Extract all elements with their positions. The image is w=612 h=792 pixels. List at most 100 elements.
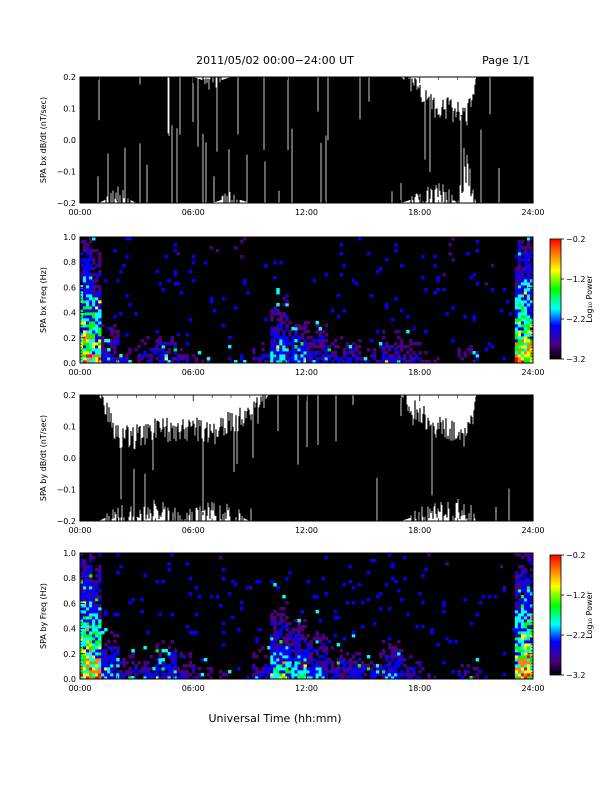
spectrogram-cell <box>98 661 102 665</box>
spectrogram-cell <box>164 354 168 358</box>
spectrogram-cell <box>339 661 344 665</box>
spectrogram-cell <box>294 634 298 638</box>
spectrogram-cell <box>128 348 132 352</box>
spectrogram-cell <box>191 670 196 674</box>
spectrogram-cell <box>83 631 87 635</box>
spectrogram-cell <box>294 664 298 668</box>
spectrogram-cell <box>285 327 289 331</box>
spectrogram-cell <box>170 339 175 343</box>
spectrogram-cell <box>526 306 531 310</box>
spectrogram-cell <box>273 631 277 635</box>
spectrogram-cell <box>122 673 126 677</box>
spectrogram-cell <box>412 327 416 331</box>
spectrogram-cell <box>83 360 87 364</box>
spectrogram-cell <box>526 634 531 638</box>
spectrogram-cell <box>526 649 531 653</box>
spectrogram-cell <box>529 327 534 331</box>
spectrogram-cell <box>321 577 326 581</box>
spectrogram-cell <box>306 580 310 584</box>
page-title: 2011/05/02 00:00−24:00 UT <box>196 54 354 67</box>
spectrogram-cell <box>412 342 416 346</box>
spectrogram-cell <box>315 649 319 653</box>
spectrogram-cell <box>526 237 531 241</box>
spectrogram-cell <box>273 625 277 629</box>
spectrogram-cell <box>357 667 362 671</box>
spectrogram-cell <box>523 282 528 286</box>
spectrogram-cell <box>252 676 256 680</box>
spectrogram-cell <box>418 670 422 674</box>
spectrogram-cell <box>318 345 322 349</box>
spectrogram-cell <box>303 661 307 665</box>
spectrogram-cell <box>285 351 289 355</box>
spectrogram-cell <box>391 667 395 671</box>
spectrogram-cell <box>273 646 277 650</box>
spectrogram-cell <box>303 655 307 659</box>
spectrogram-cell <box>80 309 84 313</box>
spectrogram-cell <box>95 339 99 343</box>
spectrogram-cell <box>348 345 353 349</box>
spectrogram-cell <box>517 261 522 265</box>
spectrogram-cell <box>345 342 350 346</box>
spectrogram-cell <box>297 673 301 677</box>
spectrogram-cell <box>514 297 519 301</box>
spectrogram-cell <box>324 273 329 277</box>
spectrogram-cell <box>101 676 105 680</box>
spectrogram-cell <box>523 622 528 626</box>
spectrogram-cell <box>83 348 87 352</box>
spectrogram-cell <box>92 631 96 635</box>
spectrogram-cell <box>273 312 277 316</box>
spectrogram-cell <box>152 351 156 355</box>
spectrogram-cell <box>297 676 301 680</box>
spectrogram-cell <box>83 357 87 361</box>
spectrogram-cell <box>514 291 519 295</box>
spectrogram-cell <box>279 661 283 665</box>
spectrogram-cell <box>285 649 289 653</box>
spectrogram-cell <box>264 360 268 364</box>
y-tick-label: 0.2 <box>63 334 76 343</box>
spectrogram-cell <box>520 589 525 593</box>
spectrogram-cell <box>80 604 84 608</box>
spectrogram-cell <box>529 658 534 662</box>
spectrogram-cell <box>526 282 531 286</box>
spectrogram-cell <box>128 601 132 605</box>
spectrogram-cell <box>285 646 289 650</box>
spectrogram-cell <box>406 315 410 319</box>
spectrogram-cell <box>161 360 165 364</box>
spectrogram-cell <box>517 553 522 557</box>
spectrogram-cell <box>523 249 528 253</box>
spectrogram-cell <box>282 652 286 656</box>
spectrogram-cell <box>366 664 371 668</box>
spectrogram-cell <box>89 628 93 632</box>
spectrogram-cell <box>95 661 99 665</box>
spectrogram-cell <box>324 333 329 337</box>
spectrogram-cell <box>523 586 528 590</box>
spectrogram-cell <box>523 595 528 599</box>
spectrogram-cell <box>173 357 178 361</box>
spectrogram-cell <box>436 279 440 283</box>
spectrogram-cell <box>282 315 286 319</box>
spectrogram-cell <box>291 339 295 343</box>
spectrogram-cell <box>149 354 153 358</box>
spectrogram-cell <box>526 303 531 307</box>
spectrogram-cell <box>83 267 87 271</box>
spectrogram-cell <box>523 571 528 575</box>
spectrogram-cell <box>412 667 416 671</box>
spectrogram-cell <box>406 667 410 671</box>
spectrogram-cell <box>394 360 398 364</box>
spectrogram-cell <box>523 279 528 283</box>
spectrogram-cell <box>294 619 298 623</box>
spectrogram-cell <box>388 348 392 352</box>
spectrogram-cell <box>508 312 513 316</box>
spectrogram-cell <box>83 303 87 307</box>
spectrogram-cell <box>258 676 262 680</box>
spectrogram-cell <box>336 670 341 674</box>
spectrogram-cell <box>315 673 319 677</box>
spectrogram-cell <box>116 661 120 665</box>
spectrogram-cell <box>397 345 401 349</box>
spectrogram-cell <box>520 330 525 334</box>
spectrogram-cell <box>363 357 368 361</box>
spectrogram-cell <box>92 267 96 271</box>
spectrogram-cell <box>378 667 383 671</box>
spectrogram-cell <box>203 658 208 662</box>
spectrogram-cell <box>164 360 168 364</box>
